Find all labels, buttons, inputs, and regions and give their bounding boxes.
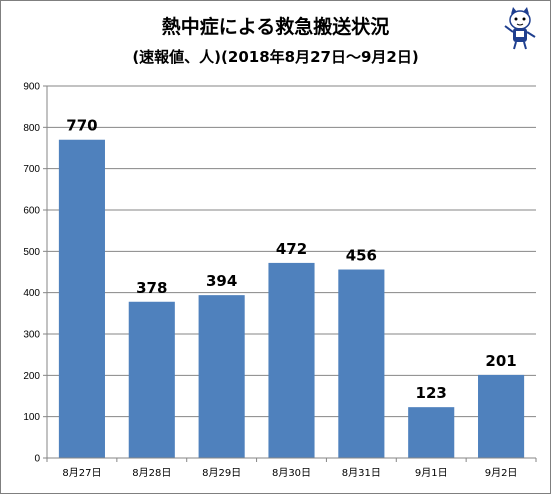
data-label: 201 (485, 352, 516, 370)
y-tick-label: 0 (34, 454, 40, 465)
chart-title: 熱中症による救急搬送状況 (161, 16, 390, 38)
y-tick-label: 800 (23, 123, 40, 134)
data-label: 770 (66, 117, 97, 135)
x-tick-label: 8月29日 (202, 467, 241, 479)
data-label: 456 (346, 247, 377, 265)
bar (268, 262, 315, 458)
bar (128, 301, 175, 458)
data-label: 378 (136, 279, 167, 297)
x-tick-label: 9月1日 (415, 467, 448, 479)
bar (408, 407, 455, 458)
y-tick-label: 300 (23, 330, 40, 341)
bar (478, 374, 525, 458)
bar (198, 295, 245, 458)
cartoon-mascot-icon (504, 7, 536, 50)
bar (338, 269, 385, 458)
y-tick-label: 600 (23, 206, 40, 217)
chart-subtitle: (速報値、人)(2018年8月27日〜9月2日) (132, 48, 419, 66)
x-tick-label: 8月28日 (132, 467, 171, 479)
y-tick-label: 100 (23, 412, 40, 423)
data-label: 394 (206, 272, 237, 290)
x-tick-label: 8月30日 (272, 467, 311, 479)
labels: 0 100 200 300 400 500 600 700 800 900 8月27日 770 8月28… (23, 82, 517, 480)
y-tick-label: 900 (23, 82, 40, 93)
y-tick-label: 700 (23, 164, 40, 175)
bars (58, 139, 525, 458)
x-tick-label: 8月31日 (342, 467, 381, 479)
x-tick-label: 9月2日 (485, 467, 518, 479)
bar (58, 139, 105, 458)
y-tick-label: 400 (23, 288, 40, 299)
y-tick-label: 200 (23, 371, 40, 382)
axes (43, 85, 537, 462)
y-tick-label: 500 (23, 247, 40, 258)
data-label: 123 (416, 384, 447, 402)
data-label: 472 (276, 240, 307, 258)
x-tick-label: 8月27日 (62, 467, 101, 479)
